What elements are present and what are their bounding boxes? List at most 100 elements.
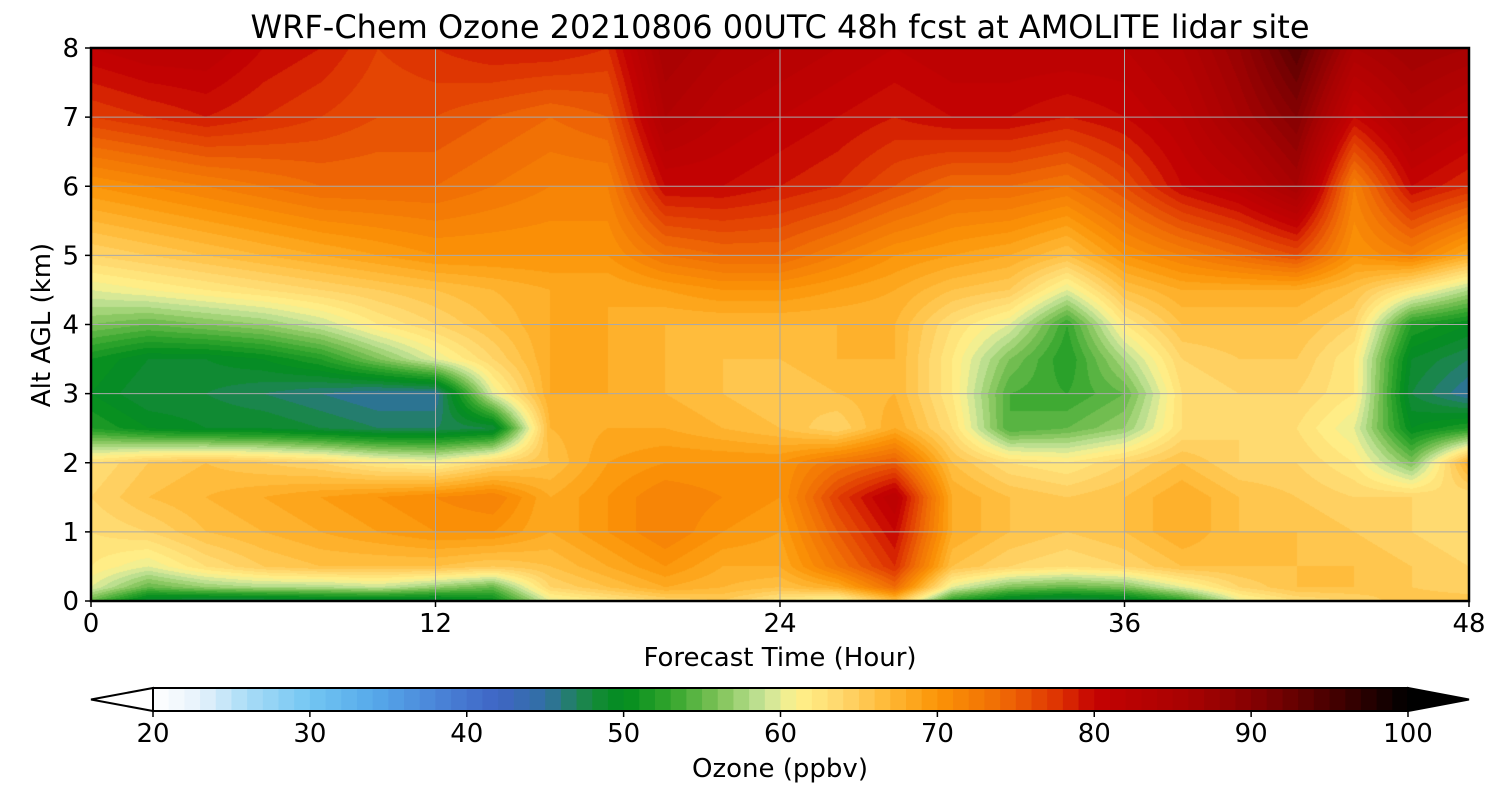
colorbar-segment bbox=[1282, 688, 1299, 711]
colorbar-tick-label: 100 bbox=[1383, 719, 1433, 749]
colorbar-segment bbox=[325, 688, 342, 711]
colorbar-tick-label: 20 bbox=[136, 719, 169, 749]
colorbar-segment bbox=[153, 688, 170, 711]
x-tick-label: 12 bbox=[419, 609, 452, 639]
colorbar-segment bbox=[1031, 688, 1048, 711]
colorbar-segment bbox=[1313, 688, 1331, 711]
colorbar-segment bbox=[1329, 688, 1346, 711]
colorbar-label: Ozone (ppbv) bbox=[692, 754, 868, 784]
colorbar-segment bbox=[1251, 688, 1268, 711]
colorbar-segment bbox=[1266, 688, 1284, 711]
y-tick-label: 7 bbox=[62, 103, 79, 133]
colorbar-segment bbox=[890, 688, 907, 711]
colorbar-segment bbox=[749, 688, 766, 711]
colorbar-extend-high bbox=[1407, 686, 1470, 713]
colorbar-segment bbox=[576, 688, 593, 711]
colorbar-segment bbox=[1000, 688, 1017, 711]
x-axis: 0 12 24 36 48 bbox=[83, 601, 1486, 639]
colorbar-segment bbox=[184, 688, 201, 711]
colorbar-segment bbox=[513, 688, 531, 711]
colorbar-tick-label: 60 bbox=[764, 719, 797, 749]
colorbar-segment bbox=[309, 688, 327, 711]
x-tick-label: 0 bbox=[83, 609, 100, 639]
colorbar-segment bbox=[1172, 688, 1189, 711]
colorbar-segment bbox=[717, 688, 735, 711]
colorbar-segment bbox=[796, 688, 813, 711]
colorbar-segment bbox=[560, 688, 578, 711]
colorbar-segment bbox=[1376, 688, 1393, 711]
colorbar-segment bbox=[607, 688, 625, 711]
ozone-heatmap bbox=[91, 48, 1469, 601]
colorbar-segment bbox=[702, 688, 719, 711]
colorbar-segment bbox=[811, 688, 829, 711]
colorbar-segment bbox=[419, 688, 436, 711]
colorbar-segment bbox=[655, 688, 672, 711]
x-tick-label: 48 bbox=[1452, 609, 1485, 639]
colorbar-extend-low bbox=[90, 686, 154, 713]
colorbar-segment bbox=[733, 688, 750, 711]
colorbar-segment bbox=[341, 688, 358, 711]
colorbar-segment bbox=[1109, 688, 1127, 711]
colorbar-segment bbox=[1157, 688, 1174, 711]
colorbar-tick-label: 40 bbox=[450, 719, 483, 749]
colorbar-segment bbox=[592, 688, 609, 711]
y-tick-label: 0 bbox=[62, 587, 79, 617]
colorbar-segment bbox=[1078, 688, 1095, 711]
colorbar-segment bbox=[623, 688, 640, 711]
colorbar-segment bbox=[1345, 688, 1362, 711]
chart-title: WRF-Chem Ozone 20210806 00UTC 48h fcst a… bbox=[250, 8, 1309, 46]
colorbar-segment bbox=[1204, 688, 1221, 711]
colorbar-segment bbox=[200, 688, 217, 711]
colorbar-segment bbox=[1360, 688, 1378, 711]
colorbar-segment bbox=[215, 688, 233, 711]
colorbar-segment bbox=[827, 688, 844, 711]
colorbar-segment bbox=[1015, 688, 1033, 711]
colorbar-segment bbox=[874, 688, 891, 711]
colorbar-segment bbox=[498, 688, 515, 711]
colorbar-segment bbox=[1235, 688, 1252, 711]
x-tick-label: 24 bbox=[763, 609, 796, 639]
y-tick-label: 6 bbox=[62, 172, 79, 202]
colorbar-segment bbox=[764, 688, 782, 711]
colorbar-segment bbox=[231, 688, 248, 711]
colorbar-segment bbox=[1392, 688, 1409, 711]
colorbar-segment bbox=[294, 688, 311, 711]
colorbar-segment bbox=[1219, 688, 1237, 711]
colorbar-segment bbox=[278, 688, 295, 711]
colorbar-segment bbox=[545, 688, 562, 711]
colorbar-segment bbox=[1298, 688, 1315, 711]
colorbar-tick-label: 30 bbox=[293, 719, 326, 749]
colorbar-segment bbox=[686, 688, 703, 711]
colorbar-tick-label: 70 bbox=[921, 719, 954, 749]
colorbar: 20 30 40 50 60 70 80 90 100 bbox=[90, 686, 1470, 749]
colorbar-segment bbox=[168, 688, 185, 711]
colorbar-segment bbox=[372, 688, 389, 711]
colorbar-segment bbox=[482, 688, 499, 711]
colorbar-segment bbox=[356, 688, 374, 711]
y-tick-label: 3 bbox=[62, 380, 79, 410]
colorbar-segment bbox=[466, 688, 484, 711]
y-tick-label: 2 bbox=[62, 449, 79, 479]
colorbar-segment bbox=[1141, 688, 1158, 711]
colorbar-segment bbox=[858, 688, 876, 711]
colorbar-segment bbox=[906, 688, 923, 711]
colorbar-segment bbox=[1062, 688, 1080, 711]
colorbar-segment bbox=[451, 688, 468, 711]
colorbar-segment bbox=[388, 688, 405, 711]
colorbar-segment bbox=[404, 688, 421, 711]
colorbar-segment bbox=[1125, 688, 1142, 711]
colorbar-segment bbox=[1047, 688, 1064, 711]
colorbar-segment bbox=[921, 688, 938, 711]
y-axis-label: Alt AGL (km) bbox=[27, 243, 57, 407]
colorbar-segment bbox=[843, 688, 860, 711]
colorbar-segment bbox=[639, 688, 656, 711]
x-axis-label: Forecast Time (Hour) bbox=[643, 643, 916, 673]
y-tick-label: 8 bbox=[62, 34, 79, 64]
y-axis: 0 1 2 3 4 5 6 7 8 bbox=[62, 34, 91, 617]
y-tick-label: 4 bbox=[62, 311, 79, 341]
colorbar-segment bbox=[780, 688, 797, 711]
colorbar-segment bbox=[262, 688, 280, 711]
colorbar-segment bbox=[1188, 688, 1205, 711]
